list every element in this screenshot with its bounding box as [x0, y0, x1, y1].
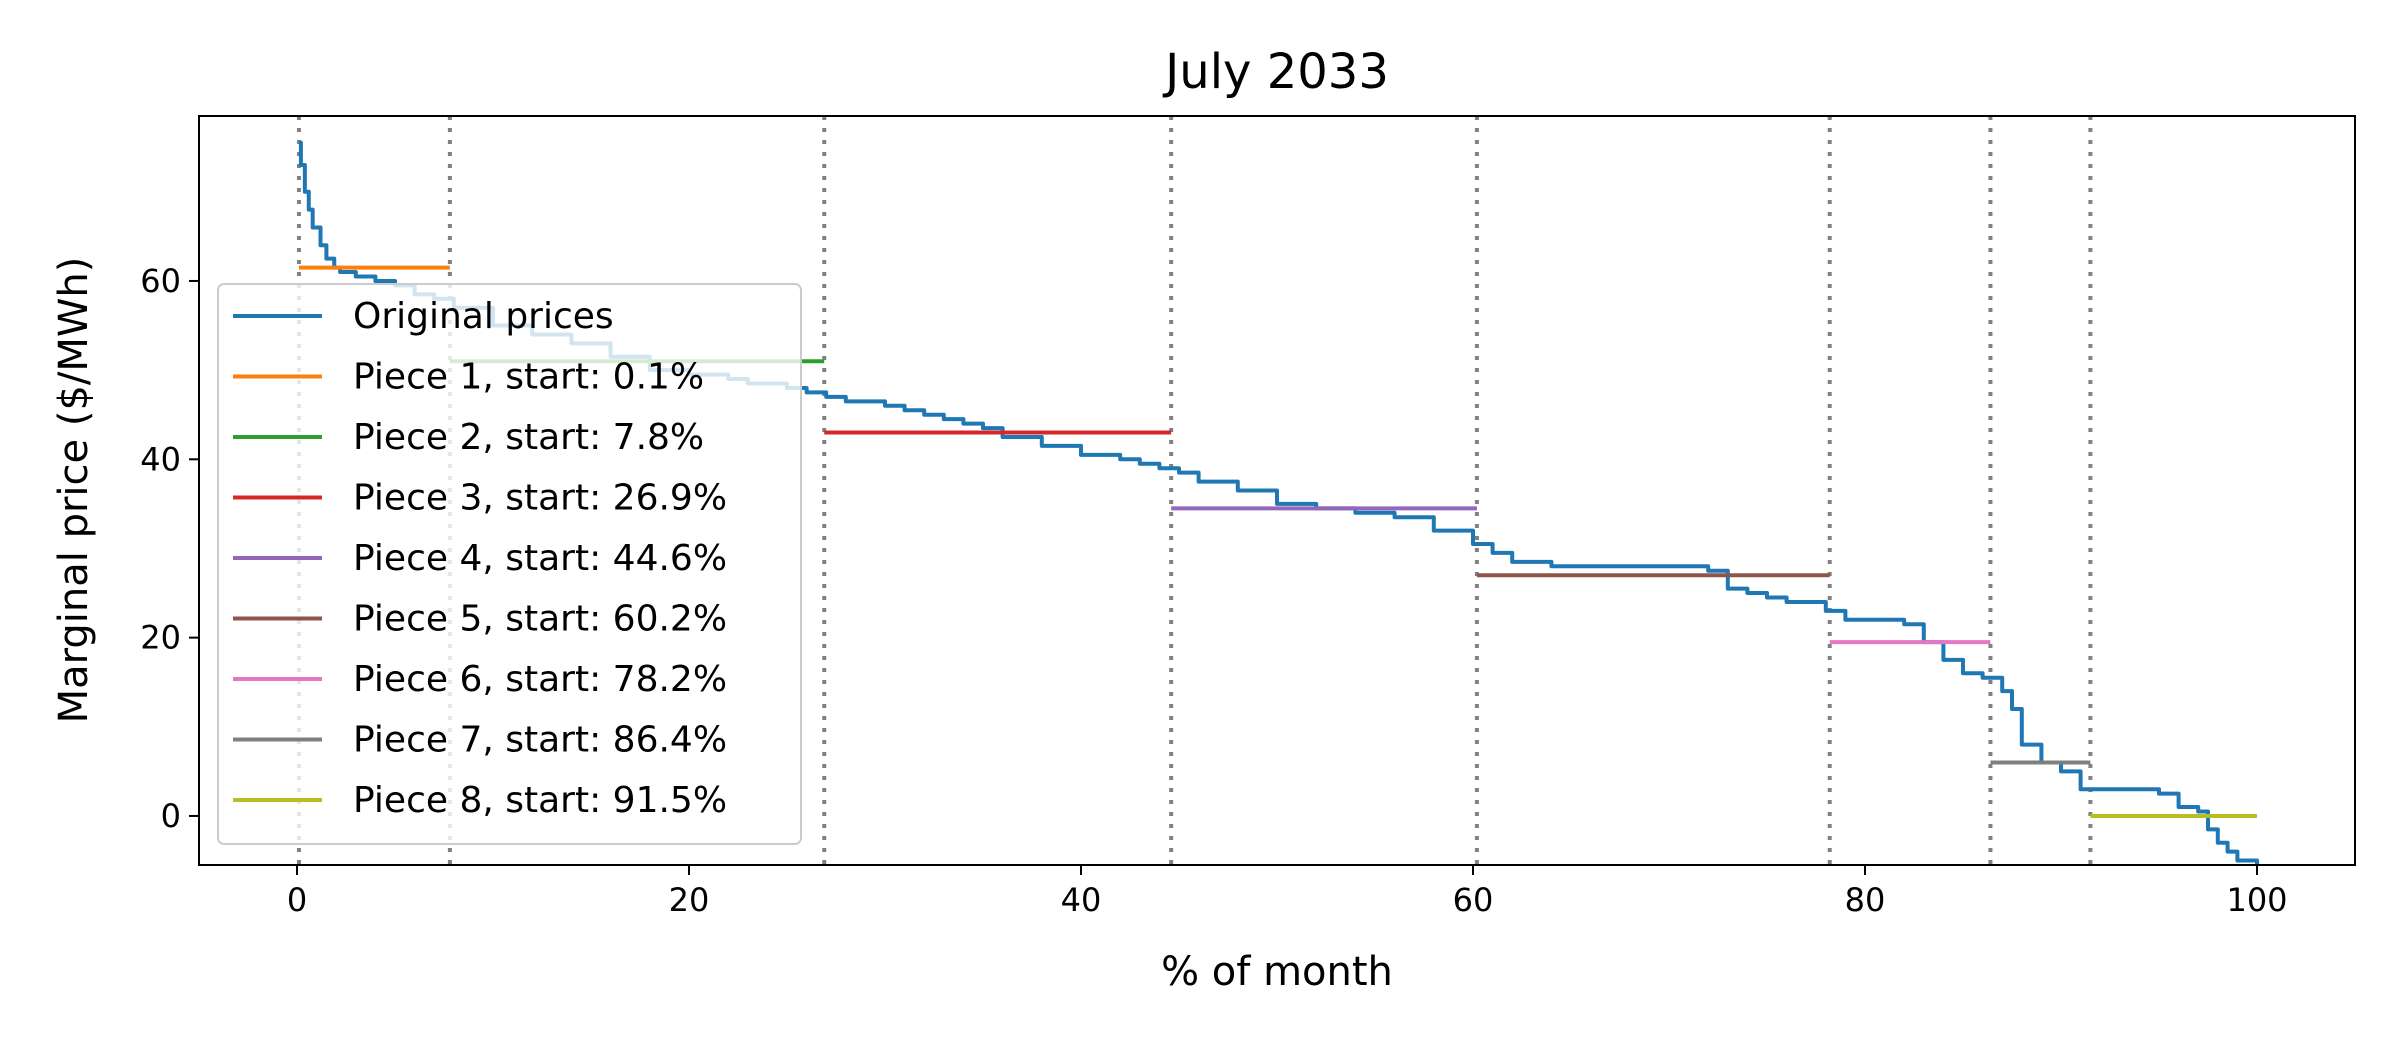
chart-title: July 2033	[1162, 44, 1389, 100]
legend-entry-label: Piece 7, start: 86.4%	[353, 720, 727, 761]
x-axis-label: % of month	[1161, 949, 1393, 995]
x-tick-label: 80	[1845, 881, 1886, 919]
legend-entry-label: Piece 4, start: 44.6%	[353, 538, 727, 579]
y-tick-label: 0	[161, 797, 181, 835]
legend-entry-label: Piece 5, start: 60.2%	[353, 599, 727, 640]
x-tick-label: 60	[1453, 881, 1494, 919]
y-axis-label: Marginal price ($/MWh)	[51, 257, 97, 724]
x-tick-label: 100	[2226, 881, 2287, 919]
legend-entry-label: Piece 1, start: 0.1%	[353, 357, 704, 398]
legend-box	[217, 283, 802, 845]
y-tick-label: 20	[140, 619, 181, 657]
legend-entry-label: Piece 2, start: 7.8%	[353, 417, 704, 458]
y-tick-label: 60	[140, 262, 181, 300]
x-tick-label: 40	[1061, 881, 1102, 919]
legend-entry-label: Piece 3, start: 26.9%	[353, 478, 727, 519]
plot-frame	[198, 115, 2356, 866]
x-tick-label: 0	[287, 881, 307, 919]
x-tick-label: 20	[669, 881, 710, 919]
y-tick-label: 40	[140, 440, 181, 478]
legend-entry-label: Piece 6, start: 78.2%	[353, 659, 727, 700]
legend: Original prices Piece 1, start: 0.1% Piece…	[217, 283, 802, 845]
legend-entry-label: Piece 8, start: 91.5%	[353, 780, 727, 821]
legend-entry-label: Original prices	[353, 296, 614, 337]
